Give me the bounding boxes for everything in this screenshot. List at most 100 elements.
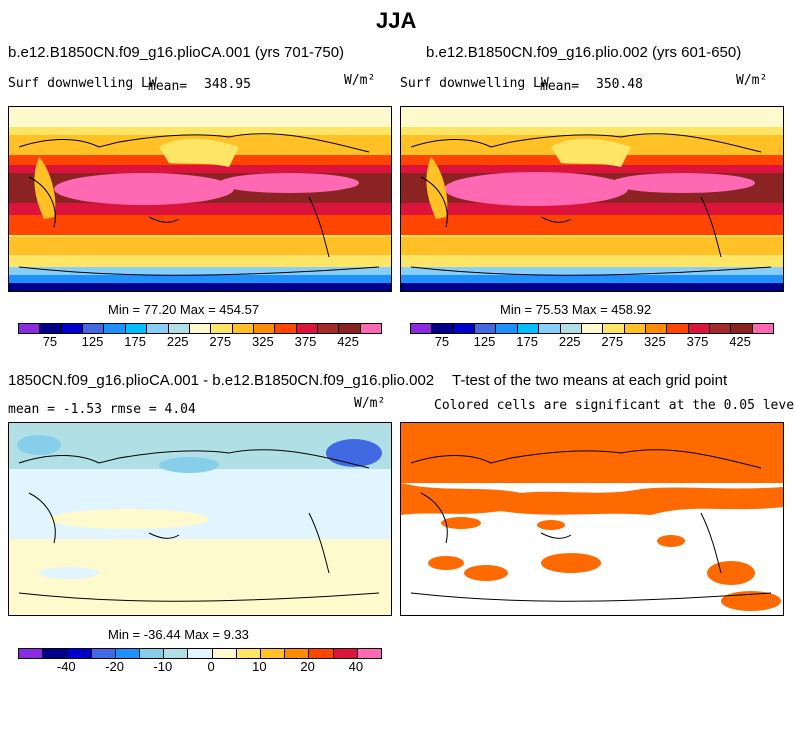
panel-d-map-graphic — [401, 423, 783, 615]
panel-d-map — [400, 422, 784, 616]
colorbar-swatch — [296, 324, 319, 333]
colorbar-tick-label: 0 — [207, 659, 215, 674]
panel-b-mean-label: mean= — [540, 79, 580, 94]
panel-c-map — [8, 422, 392, 616]
colorbar-tick-label: 40 — [348, 659, 364, 674]
colorbar-tick-label: 375 — [686, 334, 709, 349]
panel-b-minmax: Min = 75.53 Max = 458.92 — [500, 302, 652, 317]
colorbar-swatch — [140, 649, 165, 658]
colorbar-swatch — [309, 649, 334, 658]
panel-c-minmax: Min = -36.44 Max = 9.33 — [108, 627, 249, 642]
colorbar-swatch — [339, 324, 361, 333]
colorbar-tick-label: 20 — [300, 659, 315, 674]
colorbar-tick-label: 325 — [252, 334, 274, 349]
colorbar-swatch — [333, 649, 358, 658]
colorbar-tick-label: -40 — [56, 659, 76, 674]
colorbar-tick-label: 375 — [294, 334, 317, 349]
colorbar-swatch — [236, 649, 262, 658]
colorbar-swatch — [67, 649, 92, 658]
panel-c-case-title: 1850CN.f09_g16.plioCA.001 - b.e12.B1850C… — [8, 372, 435, 389]
colorbar-swatch — [318, 324, 340, 333]
colorbar-swatch — [360, 324, 382, 333]
colorbar-swatch — [667, 324, 689, 333]
colorbar-swatch — [624, 324, 646, 333]
colorbar-swatch — [19, 324, 41, 333]
colorbar-swatch — [104, 324, 126, 333]
colorbar-tick-label: 125 — [81, 334, 104, 349]
colorbar-swatch — [710, 324, 732, 333]
colorbar-swatch — [253, 324, 276, 333]
colorbar-swatch — [411, 324, 433, 333]
colorbar-swatch — [261, 649, 286, 658]
panel-b-colorbar-ticks: 75 125 175 225 275 325 375 425 — [410, 334, 772, 350]
panel-c-map-graphic — [9, 423, 391, 615]
colorbar-swatch — [125, 324, 148, 333]
colorbar-tick-label: 425 — [337, 334, 359, 349]
panel-a-mean-value: 348.95 — [204, 77, 251, 92]
panel-a-case-title: b.e12.B1850CN.f09_g16.plioCA.001 (yrs 70… — [8, 44, 345, 61]
panel-a-mean-label: mean= — [148, 79, 188, 94]
colorbar-tick-label: 275 — [601, 334, 624, 349]
colorbar-swatch — [275, 324, 297, 333]
panel-b-units: W/m² — [736, 73, 768, 88]
panel-c-stats: mean = -1.53 rmse = 4.04 — [8, 402, 196, 417]
colorbar-swatch — [560, 324, 582, 333]
colorbar-swatch — [188, 649, 213, 658]
colorbar-swatch — [189, 324, 212, 333]
colorbar-swatch — [731, 324, 753, 333]
panel-a-map-graphic — [9, 107, 391, 291]
figure-title: JJA — [376, 8, 417, 33]
colorbar-swatch — [645, 324, 668, 333]
colorbar-swatch — [212, 649, 237, 658]
panel-a-colorbar-ticks: 75 125 175 225 275 325 375 425 — [18, 334, 380, 350]
colorbar-swatch — [83, 324, 105, 333]
panel-d-title: T-test of the two means at each grid poi… — [452, 372, 728, 389]
colorbar-swatch — [496, 324, 518, 333]
colorbar-swatch — [688, 324, 711, 333]
colorbar-tick-label: 75 — [42, 334, 58, 349]
colorbar-tick-label: 175 — [124, 334, 146, 349]
colorbar-swatch — [168, 324, 190, 333]
colorbar-swatch — [61, 324, 84, 333]
colorbar-swatch — [211, 324, 233, 333]
colorbar-tick-label: 175 — [516, 334, 538, 349]
panel-a-minmax: Min = 77.20 Max = 454.57 — [108, 302, 260, 317]
colorbar-tick-label: 10 — [252, 659, 267, 674]
colorbar-tick-label: -10 — [153, 659, 173, 674]
colorbar-swatch — [603, 324, 625, 333]
panel-b-map-graphic — [401, 107, 783, 291]
colorbar-tick-label: 125 — [473, 334, 496, 349]
panel-c-units: W/m² — [354, 396, 386, 411]
panel-a-units: W/m² — [344, 73, 376, 88]
panel-b-mean-value: 350.48 — [596, 77, 643, 92]
colorbar-swatch — [232, 324, 254, 333]
panel-b-case-title: b.e12.B1850CN.f09_g16.plio.002 (yrs 601-… — [426, 44, 742, 61]
colorbar-swatch — [475, 324, 497, 333]
panel-d-subtitle: Colored cells are significant at the 0.0… — [434, 398, 794, 413]
colorbar-swatch — [517, 324, 540, 333]
panel-c-colorbar — [18, 648, 382, 659]
colorbar-swatch — [453, 324, 476, 333]
colorbar-swatch — [539, 324, 561, 333]
colorbar-swatch — [432, 324, 454, 333]
panel-c-colorbar-ticks: -40 -20 -10 0 10 20 40 — [18, 659, 380, 675]
colorbar-tick-label: 425 — [729, 334, 751, 349]
colorbar-swatch — [115, 649, 141, 658]
colorbar-tick-label: 225 — [166, 334, 189, 349]
colorbar-swatch — [752, 324, 774, 333]
panel-b-map — [400, 106, 784, 292]
colorbar-swatch — [43, 649, 68, 658]
colorbar-swatch — [147, 324, 169, 333]
colorbar-swatch — [40, 324, 62, 333]
panel-a-colorbar — [18, 323, 382, 334]
colorbar-tick-label: 325 — [644, 334, 666, 349]
colorbar-tick-label: 75 — [434, 334, 450, 349]
colorbar-swatch — [19, 649, 44, 658]
colorbar-swatch — [285, 649, 310, 658]
panel-b-colorbar — [410, 323, 774, 334]
colorbar-swatch — [91, 649, 116, 658]
colorbar-swatch — [581, 324, 604, 333]
colorbar-tick-label: 225 — [558, 334, 581, 349]
colorbar-tick-label: 275 — [209, 334, 232, 349]
colorbar-swatch — [357, 649, 382, 658]
